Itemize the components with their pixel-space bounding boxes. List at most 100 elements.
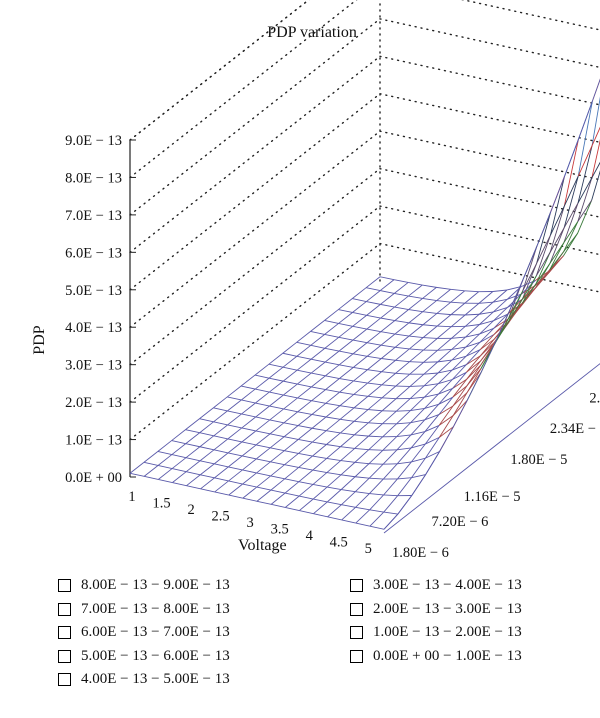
- mesh-line: [226, 385, 242, 398]
- mesh-line: [313, 513, 328, 518]
- mesh-line: [284, 436, 299, 440]
- mesh-line: [408, 322, 424, 326]
- legend-item: 3.00E − 13 − 4.00E − 13: [350, 574, 522, 598]
- mesh-line: [408, 311, 424, 324]
- mesh-line: [396, 422, 411, 437]
- mesh-line: [157, 440, 172, 452]
- mesh-line: [397, 477, 412, 496]
- mesh-line: [437, 338, 452, 351]
- mesh-line: [297, 400, 312, 413]
- mesh-line: [354, 449, 370, 463]
- z-axis-ticks: 0.0E + 00 1.0E − 13 2.0E − 13 3.0E − 13 4.0E…: [65, 133, 136, 486]
- x-tick-label: 3.5: [271, 522, 289, 538]
- mesh-line: [365, 276, 381, 289]
- box-edge: [129, 93, 381, 291]
- mesh-line: [380, 333, 396, 346]
- mesh-line: [409, 335, 424, 338]
- mesh-line: [227, 413, 242, 426]
- mesh-line: [227, 427, 243, 440]
- legend-label: 8.00E − 13 − 9.00E − 13: [81, 577, 230, 594]
- mesh-line: [466, 360, 481, 380]
- mesh-line: [366, 287, 381, 292]
- mesh-line: [256, 472, 271, 477]
- mesh-line: [465, 324, 480, 327]
- mesh-line: [341, 519, 356, 524]
- mesh-line: [299, 510, 314, 515]
- mesh-line: [241, 427, 256, 432]
- mesh-line: [338, 309, 353, 313]
- mesh-line: [549, 242, 565, 270]
- mesh-line: [367, 397, 383, 410]
- legend-item: 5.00E − 13 − 6.00E − 13: [58, 645, 230, 669]
- mesh-line: [284, 450, 299, 454]
- mesh-line: [227, 396, 242, 401]
- mesh-line: [450, 302, 466, 315]
- mesh-line: [424, 424, 440, 432]
- mesh-line: [480, 343, 496, 366]
- mesh-line: [200, 474, 215, 479]
- mesh-line: [451, 336, 466, 339]
- surface-chart: PDP variation 1 1.5 2 2.5 3 3.5 4 4.5 5 1.80E − …: [31, 0, 600, 560]
- x-tick-label: 2.5: [212, 509, 230, 525]
- mesh-line: [381, 384, 396, 387]
- mesh-line: [353, 396, 369, 409]
- mesh-line: [298, 484, 314, 497]
- mesh-line: [493, 298, 508, 303]
- mesh-line: [352, 312, 367, 316]
- mesh-line: [437, 349, 452, 351]
- mesh-line: [424, 383, 439, 387]
- mesh-line: [228, 494, 243, 499]
- mesh-line: [396, 398, 411, 412]
- mesh-line: [465, 324, 480, 338]
- mesh-line: [396, 422, 411, 425]
- surface-edge: [383, 78, 600, 534]
- mesh-line: [479, 338, 495, 351]
- mesh-line: [354, 447, 369, 451]
- mesh-line: [311, 414, 327, 418]
- mesh-line: [199, 407, 214, 420]
- mesh-line: [436, 313, 452, 316]
- mesh-line: [424, 393, 439, 398]
- mesh-line: [241, 444, 257, 457]
- mesh-line: [522, 275, 537, 300]
- mesh-line: [368, 422, 383, 425]
- mesh-line: [366, 317, 381, 330]
- mesh-line: [340, 418, 355, 422]
- mesh-line: [282, 355, 298, 368]
- mesh-line: [436, 286, 451, 290]
- mesh-line: [437, 349, 452, 363]
- mesh-line: [213, 410, 228, 423]
- mesh-line: [366, 328, 381, 333]
- mesh-line: [408, 298, 423, 310]
- mesh-line: [296, 331, 311, 343]
- mesh-line: [354, 463, 370, 478]
- mesh-line: [437, 369, 453, 385]
- mesh-line: [369, 477, 384, 480]
- mesh-line: [366, 344, 382, 357]
- mesh-line: [299, 495, 314, 500]
- mesh-line: [394, 322, 410, 335]
- mesh-line: [452, 372, 467, 389]
- mesh-line: [522, 263, 537, 300]
- mesh-line: [409, 385, 425, 387]
- box-edge: [379, 130, 600, 181]
- mesh-line: [423, 372, 439, 387]
- mesh-line: [311, 372, 326, 377]
- legend-label: 4.00E − 13 − 5.00E − 13: [81, 671, 230, 688]
- mesh-line: [382, 410, 397, 425]
- mesh-line: [171, 429, 186, 441]
- mesh-line: [492, 289, 508, 303]
- mesh-line: [410, 396, 425, 400]
- mesh-line: [311, 375, 326, 388]
- mesh-line: [353, 369, 368, 382]
- mesh-line: [325, 418, 341, 432]
- mesh-line: [437, 326, 452, 339]
- mesh-line: [493, 321, 509, 340]
- mesh-line: [353, 393, 368, 397]
- mesh-line: [452, 392, 468, 407]
- mesh-line: [438, 415, 454, 438]
- mesh-line: [353, 382, 368, 395]
- z-tick-label: 6.0E − 13: [65, 245, 122, 261]
- mesh-line: [438, 379, 453, 395]
- mesh-line: [395, 386, 411, 399]
